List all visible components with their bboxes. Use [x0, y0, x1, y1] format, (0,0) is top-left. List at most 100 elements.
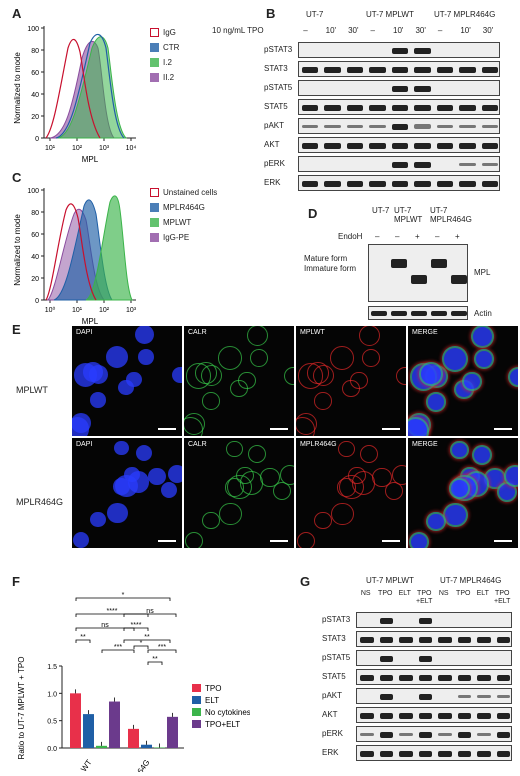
significance-bracket	[75, 639, 91, 643]
blot-row-label: pAKT	[264, 121, 285, 130]
blot-band	[496, 731, 510, 738]
blot-band	[481, 66, 498, 73]
cell	[314, 392, 332, 410]
legend-entry: IgG-PE	[150, 233, 189, 243]
group-label: UT-7 MPLR464G	[434, 10, 496, 19]
x-tick-label: 10¹	[45, 145, 56, 152]
blot-band	[436, 104, 454, 111]
bar	[70, 693, 81, 748]
blot-band	[346, 104, 364, 111]
cell	[314, 512, 332, 530]
significance-label: ***	[114, 644, 122, 651]
lane-label: +	[455, 232, 460, 241]
group-label: UT-7 MPLR464G	[430, 206, 472, 224]
blot-row-label: ERK	[264, 178, 281, 187]
blot-band	[379, 693, 393, 700]
micrograph: DAPI	[72, 326, 182, 436]
blot-band	[438, 750, 452, 757]
cell	[331, 502, 354, 526]
x-tick-label: 10⁰	[45, 306, 56, 314]
lane-label: 30'	[348, 26, 359, 35]
panel-label-g: G	[300, 574, 311, 589]
x-tick-label: 10³	[99, 145, 110, 152]
legend-swatch	[150, 28, 159, 38]
legend-label: MPLR464G	[163, 203, 205, 212]
blot-band	[391, 47, 409, 54]
group-label: UT-7	[306, 10, 324, 19]
blot-band	[481, 104, 498, 111]
panel-label-d: D	[308, 206, 318, 221]
legend-entry: IgG	[150, 28, 176, 38]
legend-label: TPO+ELT	[205, 720, 240, 729]
blot-band	[459, 124, 476, 129]
cell	[362, 349, 380, 367]
cell	[184, 417, 204, 436]
legend-swatch	[150, 188, 159, 198]
blot-band	[496, 750, 510, 757]
significance-label: ns	[101, 622, 109, 629]
cell	[349, 371, 368, 390]
blot-band	[399, 712, 413, 719]
blot-band	[302, 124, 319, 129]
cell	[449, 478, 470, 499]
cell	[508, 366, 518, 388]
blot-band	[302, 104, 319, 111]
cell	[408, 417, 430, 436]
micrograph: DAPI	[72, 438, 182, 548]
lane-label: 10'	[393, 26, 404, 35]
blot-band	[391, 66, 409, 73]
blot-band	[481, 180, 498, 187]
blot-band	[436, 142, 454, 149]
y-tick-label: 0.0	[47, 746, 57, 753]
bar	[167, 716, 178, 748]
significance-label: ****	[107, 608, 118, 615]
scale-bar	[494, 540, 512, 542]
micrograph: MPLWT	[296, 326, 406, 436]
significance-bracket	[123, 639, 171, 643]
y-tick-label: 100	[27, 26, 39, 33]
blot-band	[436, 124, 454, 129]
blot-band	[399, 732, 413, 737]
blot-band	[346, 142, 364, 149]
blot-band	[369, 124, 386, 129]
blot-band	[431, 259, 447, 268]
blot-band	[371, 311, 387, 316]
blot-row-label: STAT3	[322, 634, 346, 643]
row-label: MPLWT	[16, 385, 48, 395]
legend-label: IgG	[163, 28, 176, 37]
significance-bracket	[123, 627, 149, 631]
cell	[307, 362, 329, 384]
lane-label: –	[435, 232, 440, 241]
blot-band	[414, 47, 431, 54]
lane-label: NS	[360, 590, 371, 597]
y-tick-label: 80	[31, 48, 39, 55]
micrograph-label: MPLR464G	[300, 441, 337, 448]
blot-band	[346, 66, 364, 73]
blot-band	[346, 124, 364, 129]
significance-bracket	[147, 661, 163, 665]
legend-label: I.2	[163, 58, 172, 67]
blot-strip	[298, 175, 500, 191]
blot-band	[459, 142, 476, 149]
lane-label: 10'	[460, 26, 471, 35]
x-tick-label: 10¹	[72, 307, 83, 314]
blot-band	[379, 655, 393, 662]
cell	[296, 531, 315, 548]
cell	[202, 392, 220, 410]
blot-band	[459, 66, 476, 73]
cell	[172, 366, 182, 384]
blot-band	[379, 636, 393, 643]
cell	[330, 346, 355, 371]
micrograph-label: MPLWT	[300, 329, 325, 336]
group-label: UT-7 MPLWT	[366, 576, 414, 585]
blot-band	[369, 180, 386, 187]
blot-band	[324, 66, 341, 73]
blot-band	[414, 124, 431, 129]
significance-label: ns	[146, 608, 154, 615]
row-label: MPLR464G	[16, 497, 64, 507]
blot-band	[481, 142, 498, 149]
blot-strip	[356, 669, 512, 685]
blot-band	[477, 636, 491, 643]
cell	[195, 362, 217, 384]
scale-bar	[494, 428, 512, 430]
